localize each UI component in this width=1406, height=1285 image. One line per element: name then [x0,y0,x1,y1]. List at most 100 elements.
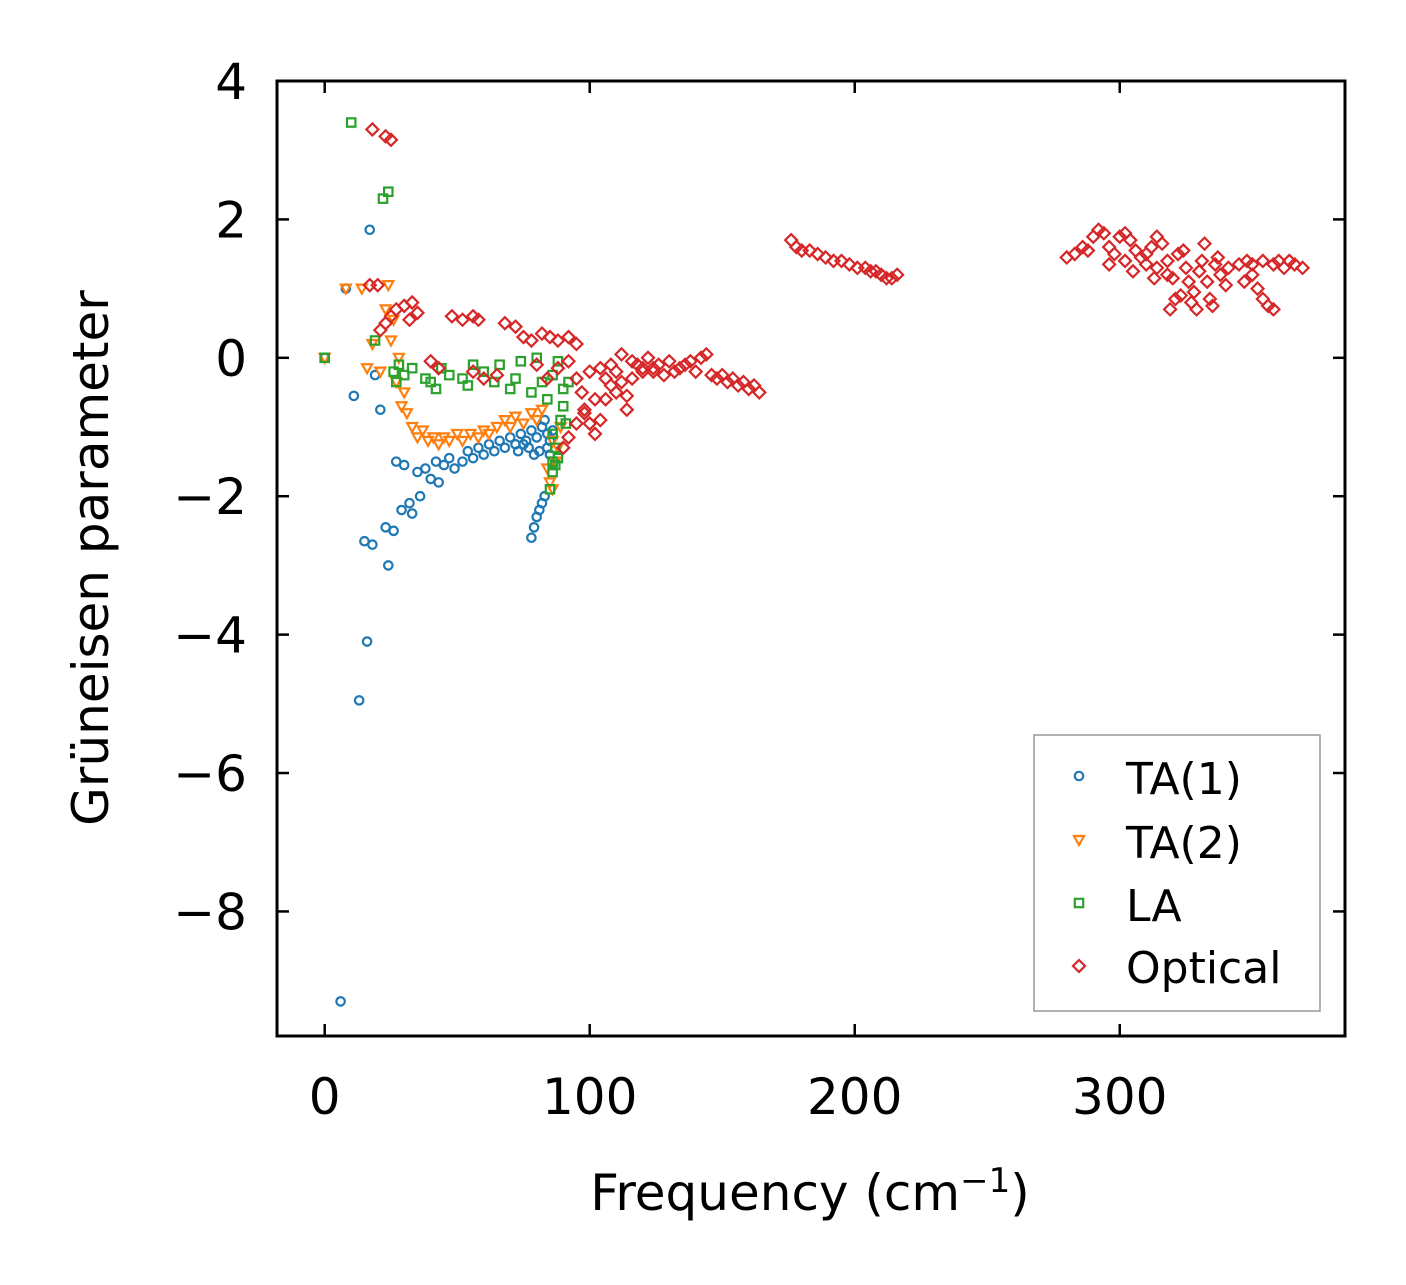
point-ta1 [512,445,524,457]
point-optical [598,391,614,407]
point-ta1 [531,432,543,443]
point-optical [810,246,826,262]
point-ta1 [388,525,399,537]
point-ta2 [545,435,560,449]
point-optical [1101,239,1117,255]
point-ta2 [392,352,406,366]
point-optical [1287,256,1303,272]
point-ta2 [421,435,435,449]
point-ta2 [354,283,369,296]
point-ta2 [381,280,396,293]
point-optical [613,374,630,390]
point-ta2 [450,428,465,442]
point-ta1 [396,504,407,516]
point-optical [1162,301,1178,317]
point-la [383,186,394,198]
point-la [319,352,331,364]
point-optical [608,384,624,400]
point-la [494,359,505,371]
point-ta1 [375,404,386,416]
point-optical [1196,236,1213,252]
point-optical [688,364,704,380]
legend-marker-optical [1071,958,1087,974]
point-optical [587,426,603,442]
point-optical [1281,253,1297,269]
point-la [388,366,399,377]
point-ta2 [426,432,441,445]
point-optical [568,371,585,387]
point-ta1 [353,695,365,706]
point-la [515,355,527,367]
point-ta2 [339,283,353,296]
point-optical [497,315,513,331]
point-ta2 [405,421,420,435]
point-optical [1146,270,1162,286]
axis-ticks: 0 100 200 300 4 2 0 −2 −4 −6 −8 [173,53,1345,1126]
point-optical [1244,267,1260,283]
point-optical [555,440,571,456]
point-optical [1183,294,1199,311]
point-optical [1295,260,1311,276]
point-optical [550,332,566,349]
point-optical [409,305,426,321]
point-optical [1117,253,1133,269]
point-ta2 [498,414,512,428]
point-optical [889,267,905,283]
point-optical [1067,246,1083,262]
point-optical [1125,263,1141,279]
point-optical [560,429,577,445]
point-ta2 [482,428,496,442]
point-optical [603,357,619,373]
point-optical [818,249,834,266]
legend-label-la: LA [1126,881,1182,932]
legend-frame [1033,734,1321,1012]
point-ta1 [467,452,479,464]
point-ta2 [490,421,504,435]
point-optical [539,371,555,387]
point-optical [582,415,598,432]
point-optical [1236,274,1252,290]
point-ta1 [367,539,378,550]
point-ta1 [433,477,444,488]
point-ta1 [348,390,360,402]
point-ta2 [503,421,518,435]
point-ta1 [462,445,474,457]
point-optical [1202,291,1218,307]
point-optical [560,353,577,369]
point-optical [640,350,656,366]
point-ta2 [471,432,486,445]
point-ta1 [383,560,394,571]
point-la [457,373,468,384]
data-points [317,117,1311,1007]
point-ta1 [404,497,415,509]
point-la [467,359,479,371]
plot-frame [275,79,1347,1038]
point-optical [656,367,672,383]
point-optical [1255,253,1271,269]
point-optical [661,353,677,369]
point-la [430,383,442,395]
point-optical [1101,256,1117,272]
point-optical [1167,291,1183,307]
legend: TA(1) TA(2) LA Optical [1033,734,1321,1012]
point-la [377,193,389,204]
point-optical [372,322,388,338]
point-optical [719,374,736,390]
point-la [462,380,474,391]
point-optical [489,367,505,383]
point-ta1 [528,522,540,533]
point-optical [672,360,688,376]
point-ta1 [443,452,455,464]
point-ta1 [420,463,431,474]
point-la [504,383,516,395]
point-la [398,369,410,381]
x-tick-label: 100 [542,1068,637,1126]
point-optical [592,360,608,376]
point-optical [444,308,460,324]
point-ta1 [335,996,346,1007]
y-tick-label: 4 [215,53,247,111]
point-ta2 [399,408,414,421]
point-optical [431,360,447,376]
point-optical [1159,253,1175,269]
